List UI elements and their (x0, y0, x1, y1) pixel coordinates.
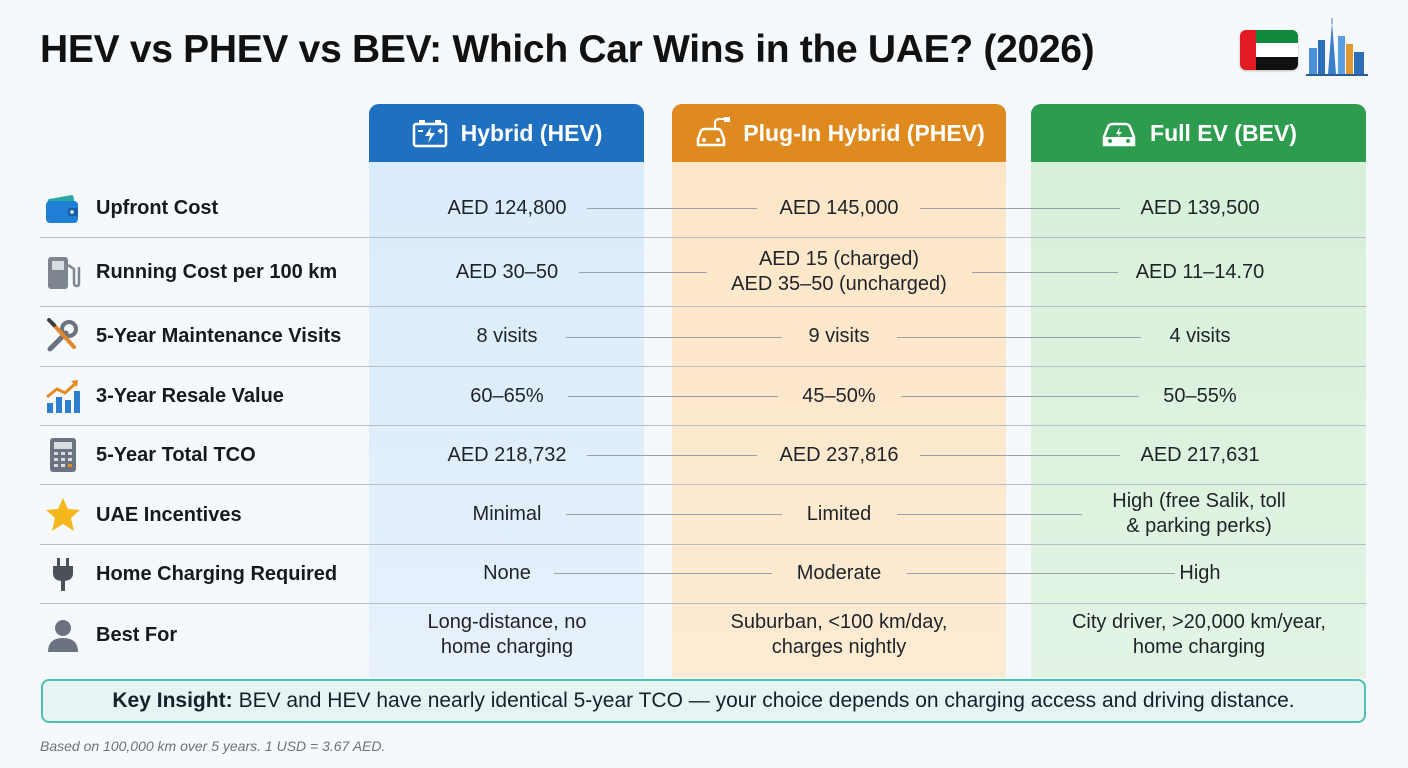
cell-bev-incentives: High (free Salik, toll & parking perks) (1112, 490, 1286, 537)
row-label-text: 3-Year Resale Value (96, 384, 284, 407)
page-title: HEV vs PHEV vs BEV: Which Car Wins in th… (40, 28, 1095, 71)
cell-hev-resale: 60–65% (470, 385, 544, 407)
cell-bev-home-charging: High (1179, 562, 1221, 584)
column-label-bev: Full EV (BEV) (1150, 119, 1297, 146)
connector-line (897, 514, 1082, 515)
row-label-maintenance: 5-Year Maintenance Visits (44, 316, 341, 356)
connector-line (566, 337, 782, 338)
row-divider (40, 425, 1366, 426)
column-header-phev: Plug-In Hybrid (PHEV) (672, 104, 1006, 162)
row-divider (40, 544, 1366, 545)
cell-hev-best-for: Long-distance, no home charging (427, 611, 587, 658)
cell-hev-incentives: Minimal (472, 503, 542, 525)
cell-bev-best-for: City driver, >20,000 km/year, home chargi… (1071, 611, 1326, 658)
wallet-icon (46, 195, 78, 223)
cell-hev-running: AED 30–50 (455, 261, 559, 283)
city-skyline-icon (1306, 18, 1368, 76)
row-label-text: Best For (96, 623, 178, 646)
row-label-text: UAE Incentives (96, 503, 242, 526)
car-icon (1102, 122, 1136, 147)
row-label-best-for: Best For (44, 615, 177, 655)
calculator-icon (50, 438, 76, 472)
uae-flag-icon (1240, 30, 1298, 70)
bar-chart-up-icon (46, 380, 80, 413)
row-label-upfront-cost: Upfront Cost (44, 188, 218, 228)
row-divider (40, 603, 1366, 604)
row-label-incentives: UAE Incentives (44, 495, 242, 535)
column-header-hev: Hybrid (HEV) (369, 104, 644, 162)
cell-hev-upfront: AED 124,800 (447, 197, 567, 219)
cell-hev-tco: AED 218,732 (447, 444, 567, 466)
row-label-text: Home Charging Required (96, 562, 338, 585)
row-divider (40, 237, 1366, 238)
row-label-text: 5-Year Maintenance Visits (96, 324, 342, 347)
row-label-text: Running Cost per 100 km (96, 260, 338, 283)
person-icon (48, 620, 78, 652)
connector-line (568, 396, 778, 397)
row-label-home-charging: Home Charging Required (44, 554, 337, 594)
wrench-screwdriver-icon (47, 318, 78, 352)
column-label-phev: Plug-In Hybrid (PHEV) (743, 119, 985, 146)
plug-icon (53, 558, 73, 591)
cell-hev-maintenance: 8 visits (476, 325, 538, 347)
fuel-pump-icon (48, 257, 81, 289)
cell-bev-resale: 50–55% (1163, 385, 1237, 407)
connector-line (566, 514, 782, 515)
cell-bev-running: AED 11–14.70 (1135, 261, 1265, 283)
column-label-hev: Hybrid (HEV) (460, 119, 603, 146)
connector-line (579, 272, 707, 273)
row-label-resale: 3-Year Resale Value (44, 376, 284, 416)
cell-hev-home-charging: None (483, 562, 531, 584)
cell-phev-running: AED 15 (charged) AED 35–50 (uncharged) (731, 248, 947, 295)
battery-icon (412, 120, 447, 148)
column-hev: Hybrid (HEV) (369, 104, 644, 678)
footnote: Based on 100,000 km over 5 years. 1 USD … (40, 738, 386, 754)
key-insight-banner: Key Insight: BEV and HEV have nearly ide… (41, 679, 1366, 723)
connector-line (907, 573, 1175, 574)
cell-bev-tco: AED 217,631 (1140, 444, 1260, 466)
row-divider (40, 366, 1366, 367)
car-plug-icon (697, 117, 731, 147)
star-icon (46, 498, 80, 531)
cell-phev-home-charging: Moderate (796, 562, 882, 584)
cell-phev-maintenance: 9 visits (808, 325, 870, 347)
connector-line (901, 396, 1139, 397)
cell-bev-maintenance: 4 visits (1169, 325, 1231, 347)
row-divider (40, 484, 1366, 485)
column-bev: Full EV (BEV) (1031, 104, 1366, 678)
connector-line (897, 337, 1141, 338)
connector-line (920, 455, 1120, 456)
row-label-text: Upfront Cost (96, 196, 219, 219)
connector-line (920, 208, 1120, 209)
cell-phev-incentives: Limited (806, 503, 872, 525)
cell-phev-upfront: AED 145,000 (779, 197, 899, 219)
cell-phev-tco: AED 237,816 (779, 444, 899, 466)
connector-line (587, 208, 757, 209)
row-label-running-cost: Running Cost per 100 km (44, 252, 337, 292)
connector-line (587, 455, 757, 456)
connector-line (554, 573, 772, 574)
connector-line (972, 272, 1118, 273)
key-insight-label: Key Insight: (112, 689, 233, 712)
cell-phev-resale: 45–50% (802, 385, 876, 407)
row-label-tco: 5-Year Total TCO (44, 435, 256, 475)
cell-phev-best-for: Suburban, <100 km/day, charges nightly (730, 611, 948, 658)
key-insight-text: BEV and HEV have nearly identical 5-year… (238, 689, 1295, 712)
column-header-bev: Full EV (BEV) (1031, 104, 1366, 162)
row-divider (40, 306, 1366, 307)
column-phev: Plug-In Hybrid (PHEV) (672, 104, 1006, 678)
row-label-text: 5-Year Total TCO (96, 443, 256, 466)
cell-bev-upfront: AED 139,500 (1140, 197, 1260, 219)
